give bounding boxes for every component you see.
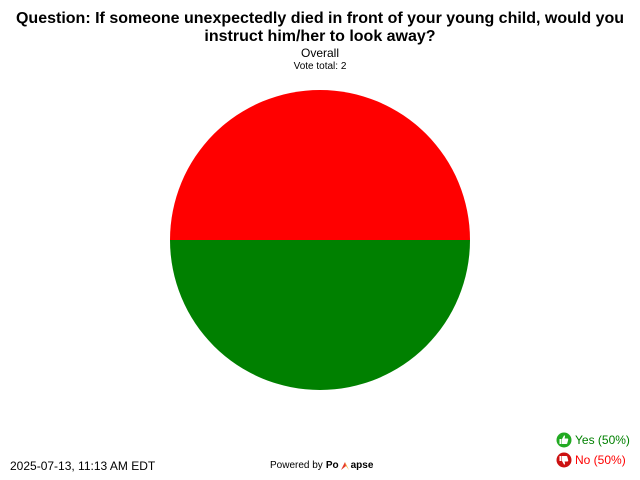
legend-label-yes: Yes (50%) — [575, 433, 630, 447]
chart-title: Question: If someone unexpectedly died i… — [15, 10, 625, 45]
powered-by-label: Powered by — [270, 460, 323, 471]
thumbs-up-icon — [556, 432, 572, 448]
vote-total: Vote total: 2 — [293, 61, 347, 72]
legend-item-yes: Yes (50%) — [556, 430, 640, 450]
pie-slice-yes — [170, 240, 470, 390]
chart-subtitle: Overall — [300, 46, 339, 60]
legend-label-no: No (50%) — [575, 453, 626, 467]
legend: Yes (50%) No (50%) — [556, 430, 640, 470]
brand-right: apse — [350, 460, 374, 471]
legend-item-no: No (50%) — [556, 450, 640, 470]
brand-mark-icon — [340, 461, 349, 470]
brand-left: Po — [325, 460, 339, 471]
thumbs-down-icon — [556, 452, 572, 468]
timestamp: 2025-07-13, 11:13 AM EDT — [10, 459, 156, 473]
pie-slice-no — [170, 90, 470, 240]
brand-logo[interactable]: Po apse — [326, 460, 374, 471]
powered-by[interactable]: Powered by Po apse — [270, 460, 373, 471]
